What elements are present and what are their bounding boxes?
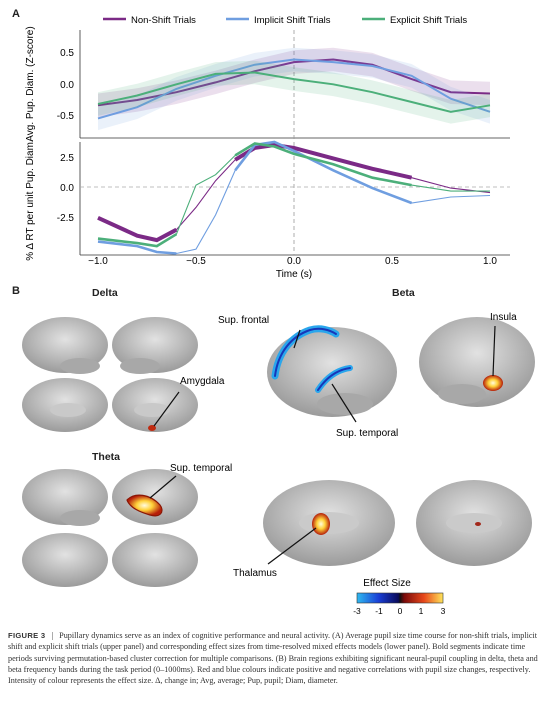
theta-brain-lateral-left <box>22 469 108 526</box>
legend-explicit-label: Explicit Shift Trials <box>390 15 467 26</box>
colorbar-tick-1: -1 <box>375 606 383 616</box>
beta-brain-medial-left <box>263 480 395 566</box>
colorbar-tick-4: 3 <box>441 606 446 616</box>
thalamus-pointer <box>267 527 317 565</box>
lower-implicit-significant-segment-0 <box>97 240 177 255</box>
xtick-4: 1.0 <box>483 256 497 267</box>
lower-ytick-1: 0.0 <box>60 183 74 194</box>
panel-a-chart: Non-Shift Trials Implicit Shift Trials E… <box>25 15 510 280</box>
theta-brain-medial-left <box>22 533 108 587</box>
upper-ytick-0: 0.5 <box>60 48 74 59</box>
caption-label: FIGURE 3 <box>8 631 46 640</box>
delta-title: Delta <box>92 287 118 299</box>
delta-brain-lateral-left <box>22 317 108 374</box>
sup-frontal-pointer <box>293 329 301 349</box>
sup-frontal-label: Sup. frontal <box>218 315 269 326</box>
theta-title: Theta <box>92 451 121 463</box>
lower-ytick-0: 2.5 <box>60 153 74 164</box>
thalamus-label: Thalamus <box>233 568 277 579</box>
beta-sup-temporal-pointer <box>331 383 357 423</box>
upper-implicit-band <box>98 47 490 131</box>
insula-pointer <box>492 325 496 377</box>
xtick-1: −0.5 <box>186 256 206 267</box>
lower-non-shift-significant-segment-1 <box>234 142 413 180</box>
beta-brain-lateral-left <box>267 325 397 417</box>
amygdala-blob <box>148 425 156 431</box>
beta-brain-medial-right <box>416 480 532 566</box>
lower-ylabel: % Δ RT per unit Pup. Diam. <box>25 139 36 260</box>
beta-brain-lateral-right <box>419 317 535 407</box>
legend-non-shift-label: Non-Shift Trials <box>131 15 196 26</box>
beta-title: Beta <box>392 287 415 299</box>
figure-caption: FIGURE 3 | Pupillary dynamics serve as a… <box>8 630 546 686</box>
theta-sup-temporal-blob <box>126 494 163 517</box>
upper-ytick-1: 0.0 <box>60 80 74 91</box>
colorbar-tick-2: 0 <box>398 606 403 616</box>
lower-explicit-significant-segment-0 <box>97 233 178 248</box>
xtick-2: 0.0 <box>287 256 301 267</box>
legend: Non-Shift Trials Implicit Shift Trials E… <box>103 15 467 26</box>
panel-a-letter: A <box>12 8 20 20</box>
panel-b-letter: B <box>12 285 20 297</box>
upper-ylabel: Avg. Pup. Diam. (Z-score) <box>25 26 36 141</box>
legend-implicit-label: Implicit Shift Trials <box>254 15 331 26</box>
lower-non-shift-significant-segment-0 <box>97 215 178 243</box>
delta-brain-medial-right <box>112 378 198 432</box>
upper-non-shift-band <box>98 47 490 118</box>
theta-sup-temporal-pointer <box>149 475 177 499</box>
upper-explicit-line <box>97 71 491 113</box>
xtick-3: 0.5 <box>385 256 399 267</box>
colorbar-title: Effect Size <box>363 578 411 589</box>
delta-brain-medial-left <box>22 378 108 432</box>
theta-sup-temporal-label: Sup. temporal <box>170 463 232 474</box>
delta-brain-lateral-right <box>112 317 198 374</box>
x-axis-label: Time (s) <box>276 269 312 280</box>
amygdala-label: Amygdala <box>180 376 225 387</box>
upper-implicit-line <box>97 58 491 120</box>
xtick-0: −1.0 <box>88 256 108 267</box>
insula-blob <box>483 375 503 391</box>
theta-brain-medial-right <box>112 533 198 587</box>
colorbar <box>356 592 444 604</box>
colorbar-tick-3: 1 <box>419 606 424 616</box>
upper-ytick-2: -0.5 <box>57 111 75 122</box>
chart-marks <box>97 47 491 255</box>
lower-explicit-significant-segment-1 <box>234 142 412 187</box>
beta-sup-temporal-label: Sup. temporal <box>336 428 398 439</box>
colorbar-tick-0: -3 <box>353 606 361 616</box>
insula-label: Insula <box>490 312 517 323</box>
caption-text: Pupillary dynamics serve as an index of … <box>8 631 538 686</box>
brain-figures: Amygdala Sup. temporal Sup. frontal Insu… <box>22 312 535 616</box>
thalamus-blob <box>312 513 330 535</box>
amygdala-pointer <box>153 391 180 427</box>
lower-ytick-2: -2.5 <box>57 213 75 224</box>
caption-separator: | <box>51 631 54 640</box>
theta-brain-lateral-right <box>112 469 198 525</box>
upper-explicit-band <box>98 60 490 124</box>
